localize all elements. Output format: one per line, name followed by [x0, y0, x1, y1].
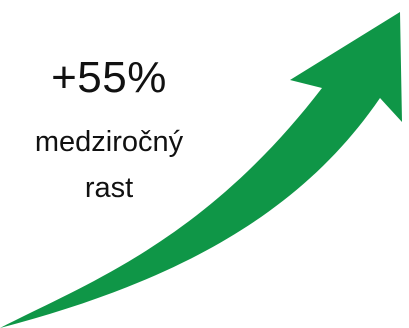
arrow-shape	[0, 12, 402, 328]
caption-line-1: medziročný	[34, 126, 184, 158]
growth-percentage: +55%	[51, 53, 167, 102]
caption-line-2: rast	[84, 172, 134, 204]
